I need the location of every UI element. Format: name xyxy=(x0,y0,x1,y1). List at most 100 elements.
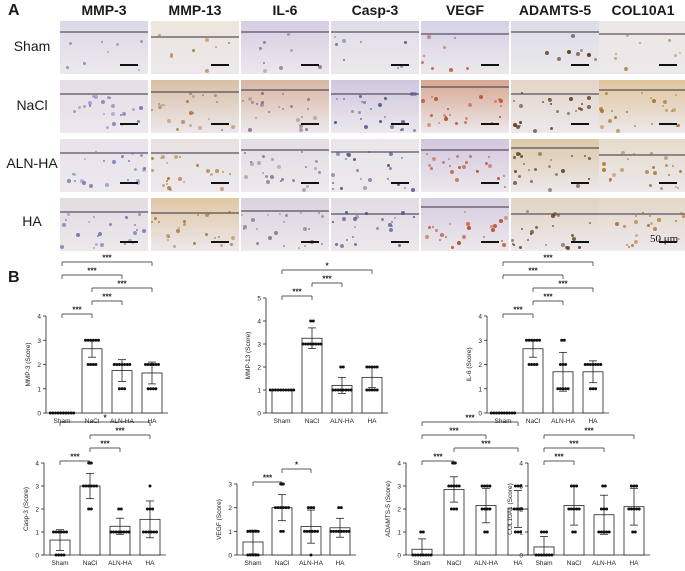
cell-nucleus xyxy=(587,53,591,57)
cell-nucleus xyxy=(125,216,128,219)
cartilage-surface xyxy=(60,152,148,154)
data-point xyxy=(276,506,280,510)
data-point xyxy=(336,388,340,392)
data-point xyxy=(597,530,601,534)
cell-nucleus xyxy=(283,221,285,223)
cell-nucleus xyxy=(342,39,346,43)
cell-nucleus xyxy=(360,118,362,120)
cell-nucleus xyxy=(138,213,141,216)
data-point xyxy=(419,530,423,534)
data-point xyxy=(97,338,100,342)
cell-nucleus xyxy=(527,239,529,241)
cell-nucleus xyxy=(423,55,425,57)
data-point xyxy=(279,529,283,533)
cell-nucleus xyxy=(379,120,382,123)
cell-nucleus xyxy=(653,171,657,175)
data-point xyxy=(560,338,564,342)
cell-nucleus xyxy=(551,214,555,218)
cell-nucleus xyxy=(493,224,497,228)
cell-nucleus xyxy=(281,178,284,181)
cell-nucleus xyxy=(134,224,136,226)
data-point xyxy=(54,530,58,534)
data-point xyxy=(370,365,374,369)
data-point xyxy=(485,484,489,488)
histology-image xyxy=(241,139,329,192)
cell-nucleus xyxy=(467,226,471,230)
cartilage-surface xyxy=(151,91,239,93)
cell-nucleus xyxy=(205,233,208,236)
cell-nucleus xyxy=(205,69,209,73)
cell-nucleus xyxy=(241,214,243,216)
data-point xyxy=(532,338,536,342)
data-point xyxy=(91,338,95,342)
data-point xyxy=(370,388,374,392)
data-point xyxy=(304,342,307,346)
cell-nucleus xyxy=(270,175,274,179)
data-point xyxy=(599,507,603,511)
x-tick-label: HA xyxy=(513,560,523,567)
data-point xyxy=(312,506,316,510)
data-point xyxy=(289,388,293,392)
cell-nucleus xyxy=(107,51,109,53)
cell-nucleus xyxy=(499,116,501,118)
data-point xyxy=(149,363,153,366)
data-point xyxy=(144,363,147,366)
x-tick-label: Sham xyxy=(536,560,553,567)
cell-nucleus xyxy=(600,125,604,129)
data-point xyxy=(82,484,85,488)
data-point xyxy=(513,484,517,488)
cell-nucleus xyxy=(318,171,321,174)
x-tick-label: ALN-HA xyxy=(474,560,499,567)
cell-nucleus xyxy=(167,177,170,180)
cell-nucleus xyxy=(263,41,266,44)
cell-nucleus xyxy=(665,164,668,167)
panel-a-letter: A xyxy=(8,2,20,19)
data-point xyxy=(112,363,116,366)
row-label-nacl: NaCl xyxy=(16,97,48,113)
cell-nucleus xyxy=(192,49,195,52)
cell-nucleus xyxy=(614,116,617,119)
data-point xyxy=(331,388,335,392)
cell-nucleus xyxy=(404,41,407,44)
data-point xyxy=(309,319,313,323)
significance-mark: *** xyxy=(102,254,112,263)
data-point xyxy=(309,342,313,346)
data-point xyxy=(274,388,277,392)
cell-nucleus xyxy=(548,188,552,192)
cell-nucleus xyxy=(485,162,488,165)
cell-nucleus xyxy=(602,168,606,172)
cell-nucleus xyxy=(363,101,366,104)
data-point xyxy=(311,342,315,346)
cell-nucleus xyxy=(137,120,140,123)
cell-nucleus xyxy=(413,216,415,218)
cell-nucleus xyxy=(161,155,165,159)
cell-nucleus xyxy=(189,92,192,95)
cartilage-surface xyxy=(599,33,685,35)
cell-nucleus xyxy=(181,120,185,124)
data-point xyxy=(452,507,456,511)
cell-nucleus xyxy=(229,173,231,175)
data-point xyxy=(455,507,459,511)
data-point xyxy=(148,507,152,511)
data-point xyxy=(451,461,455,465)
cell-nucleus xyxy=(305,128,308,131)
cell-nucleus xyxy=(578,107,581,110)
cell-nucleus xyxy=(462,235,466,239)
data-point xyxy=(149,530,153,534)
data-point xyxy=(125,363,129,366)
data-point xyxy=(567,507,571,511)
data-point xyxy=(480,484,484,488)
histology-image xyxy=(599,198,685,251)
scale-bar xyxy=(211,64,229,66)
data-point xyxy=(149,387,153,391)
cell-nucleus xyxy=(464,211,466,213)
cell-nucleus xyxy=(435,229,438,232)
cell-nucleus xyxy=(519,125,521,127)
cell-nucleus xyxy=(381,218,384,221)
data-point xyxy=(246,529,250,533)
cell-nucleus xyxy=(450,170,454,174)
data-point xyxy=(527,363,531,366)
y-tick-label: 2 xyxy=(37,362,41,369)
cartilage-surface xyxy=(421,206,509,208)
data-point xyxy=(89,507,93,511)
